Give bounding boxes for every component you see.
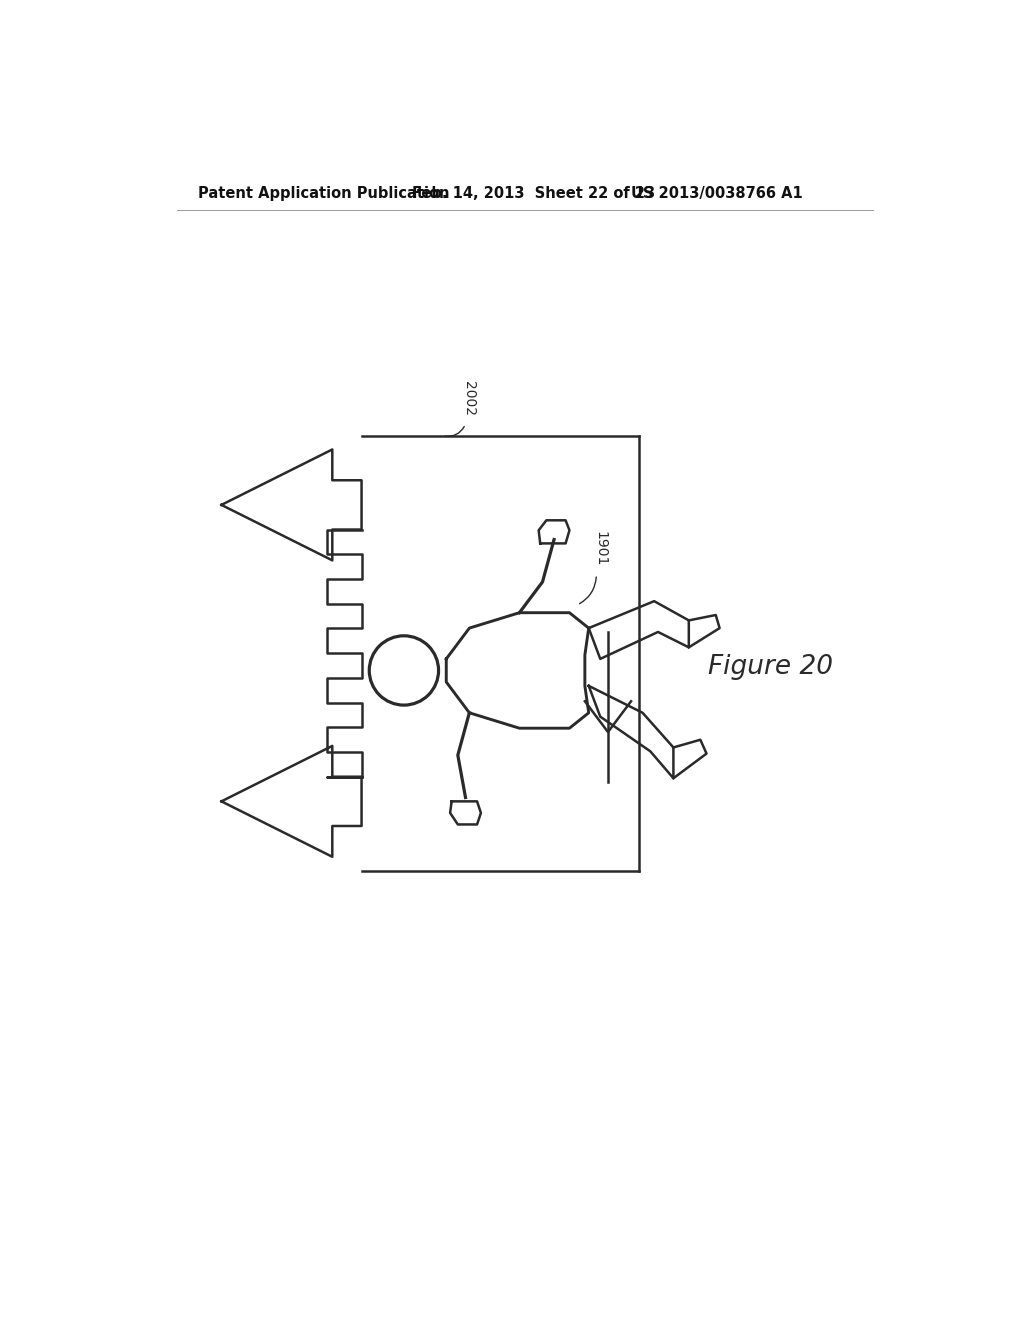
Text: Figure 20: Figure 20 (708, 653, 834, 680)
Text: 2002: 2002 (463, 381, 476, 416)
Text: Patent Application Publication: Patent Application Publication (199, 186, 450, 201)
Text: US 2013/0038766 A1: US 2013/0038766 A1 (631, 186, 803, 201)
FancyArrowPatch shape (445, 426, 464, 436)
FancyArrowPatch shape (580, 577, 596, 603)
Text: 1901: 1901 (593, 531, 607, 566)
Text: Feb. 14, 2013  Sheet 22 of 23: Feb. 14, 2013 Sheet 22 of 23 (412, 186, 654, 201)
